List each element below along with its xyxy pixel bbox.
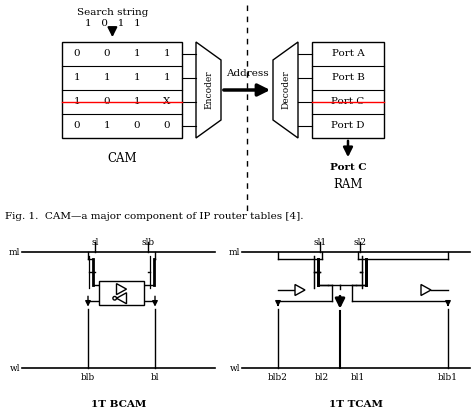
- Text: Encoder: Encoder: [204, 71, 213, 109]
- Text: 0: 0: [73, 122, 80, 131]
- Text: 1: 1: [164, 49, 170, 58]
- Bar: [62, 42, 182, 138]
- Text: 1: 1: [164, 74, 170, 83]
- Text: blb2: blb2: [268, 373, 288, 382]
- Text: Port D: Port D: [331, 122, 365, 131]
- Text: bl1: bl1: [351, 373, 365, 382]
- Text: wl: wl: [9, 363, 20, 372]
- Text: CAM: CAM: [107, 152, 137, 165]
- Bar: [312, 42, 384, 138]
- Text: wl: wl: [229, 363, 240, 372]
- Text: Port C: Port C: [331, 97, 365, 106]
- Text: 1: 1: [73, 74, 80, 83]
- Text: sl1: sl1: [313, 238, 327, 247]
- Bar: [99, 282, 144, 305]
- Text: 0: 0: [134, 122, 140, 131]
- Text: bl: bl: [151, 373, 159, 382]
- Text: Fig. 1.  CAM—a major component of IP router tables [4].: Fig. 1. CAM—a major component of IP rout…: [5, 212, 303, 221]
- Text: Port A: Port A: [332, 49, 365, 58]
- Polygon shape: [295, 284, 305, 296]
- Text: Port B: Port B: [331, 74, 365, 83]
- Text: 1: 1: [104, 122, 110, 131]
- Polygon shape: [117, 284, 127, 295]
- Text: 0: 0: [73, 49, 80, 58]
- Text: 1: 1: [134, 97, 140, 106]
- Text: blb: blb: [81, 373, 95, 382]
- Text: 1T BCAM: 1T BCAM: [91, 400, 146, 409]
- Text: bl2: bl2: [315, 373, 329, 382]
- Text: 0: 0: [104, 49, 110, 58]
- Text: 1   0   1   1: 1 0 1 1: [84, 19, 140, 28]
- Text: slb: slb: [141, 238, 155, 247]
- Text: ml: ml: [9, 247, 20, 256]
- Text: sl2: sl2: [354, 238, 366, 247]
- Text: Address: Address: [226, 69, 268, 78]
- Circle shape: [113, 296, 117, 300]
- Text: blb1: blb1: [438, 373, 458, 382]
- Text: 1: 1: [134, 49, 140, 58]
- Text: 0: 0: [104, 97, 110, 106]
- Text: 1: 1: [73, 97, 80, 106]
- Text: Search string: Search string: [77, 8, 148, 17]
- Text: RAM: RAM: [333, 178, 363, 191]
- Polygon shape: [117, 293, 127, 304]
- Text: Decoder: Decoder: [281, 71, 290, 109]
- Text: 1: 1: [134, 74, 140, 83]
- Text: 1T TCAM: 1T TCAM: [329, 400, 383, 409]
- Polygon shape: [273, 42, 298, 138]
- Polygon shape: [421, 284, 431, 296]
- Text: X: X: [164, 97, 171, 106]
- Text: 1: 1: [104, 74, 110, 83]
- Text: 0: 0: [164, 122, 170, 131]
- Text: sl: sl: [91, 238, 99, 247]
- Text: Port C: Port C: [330, 163, 366, 172]
- Polygon shape: [196, 42, 221, 138]
- Text: ml: ml: [228, 247, 240, 256]
